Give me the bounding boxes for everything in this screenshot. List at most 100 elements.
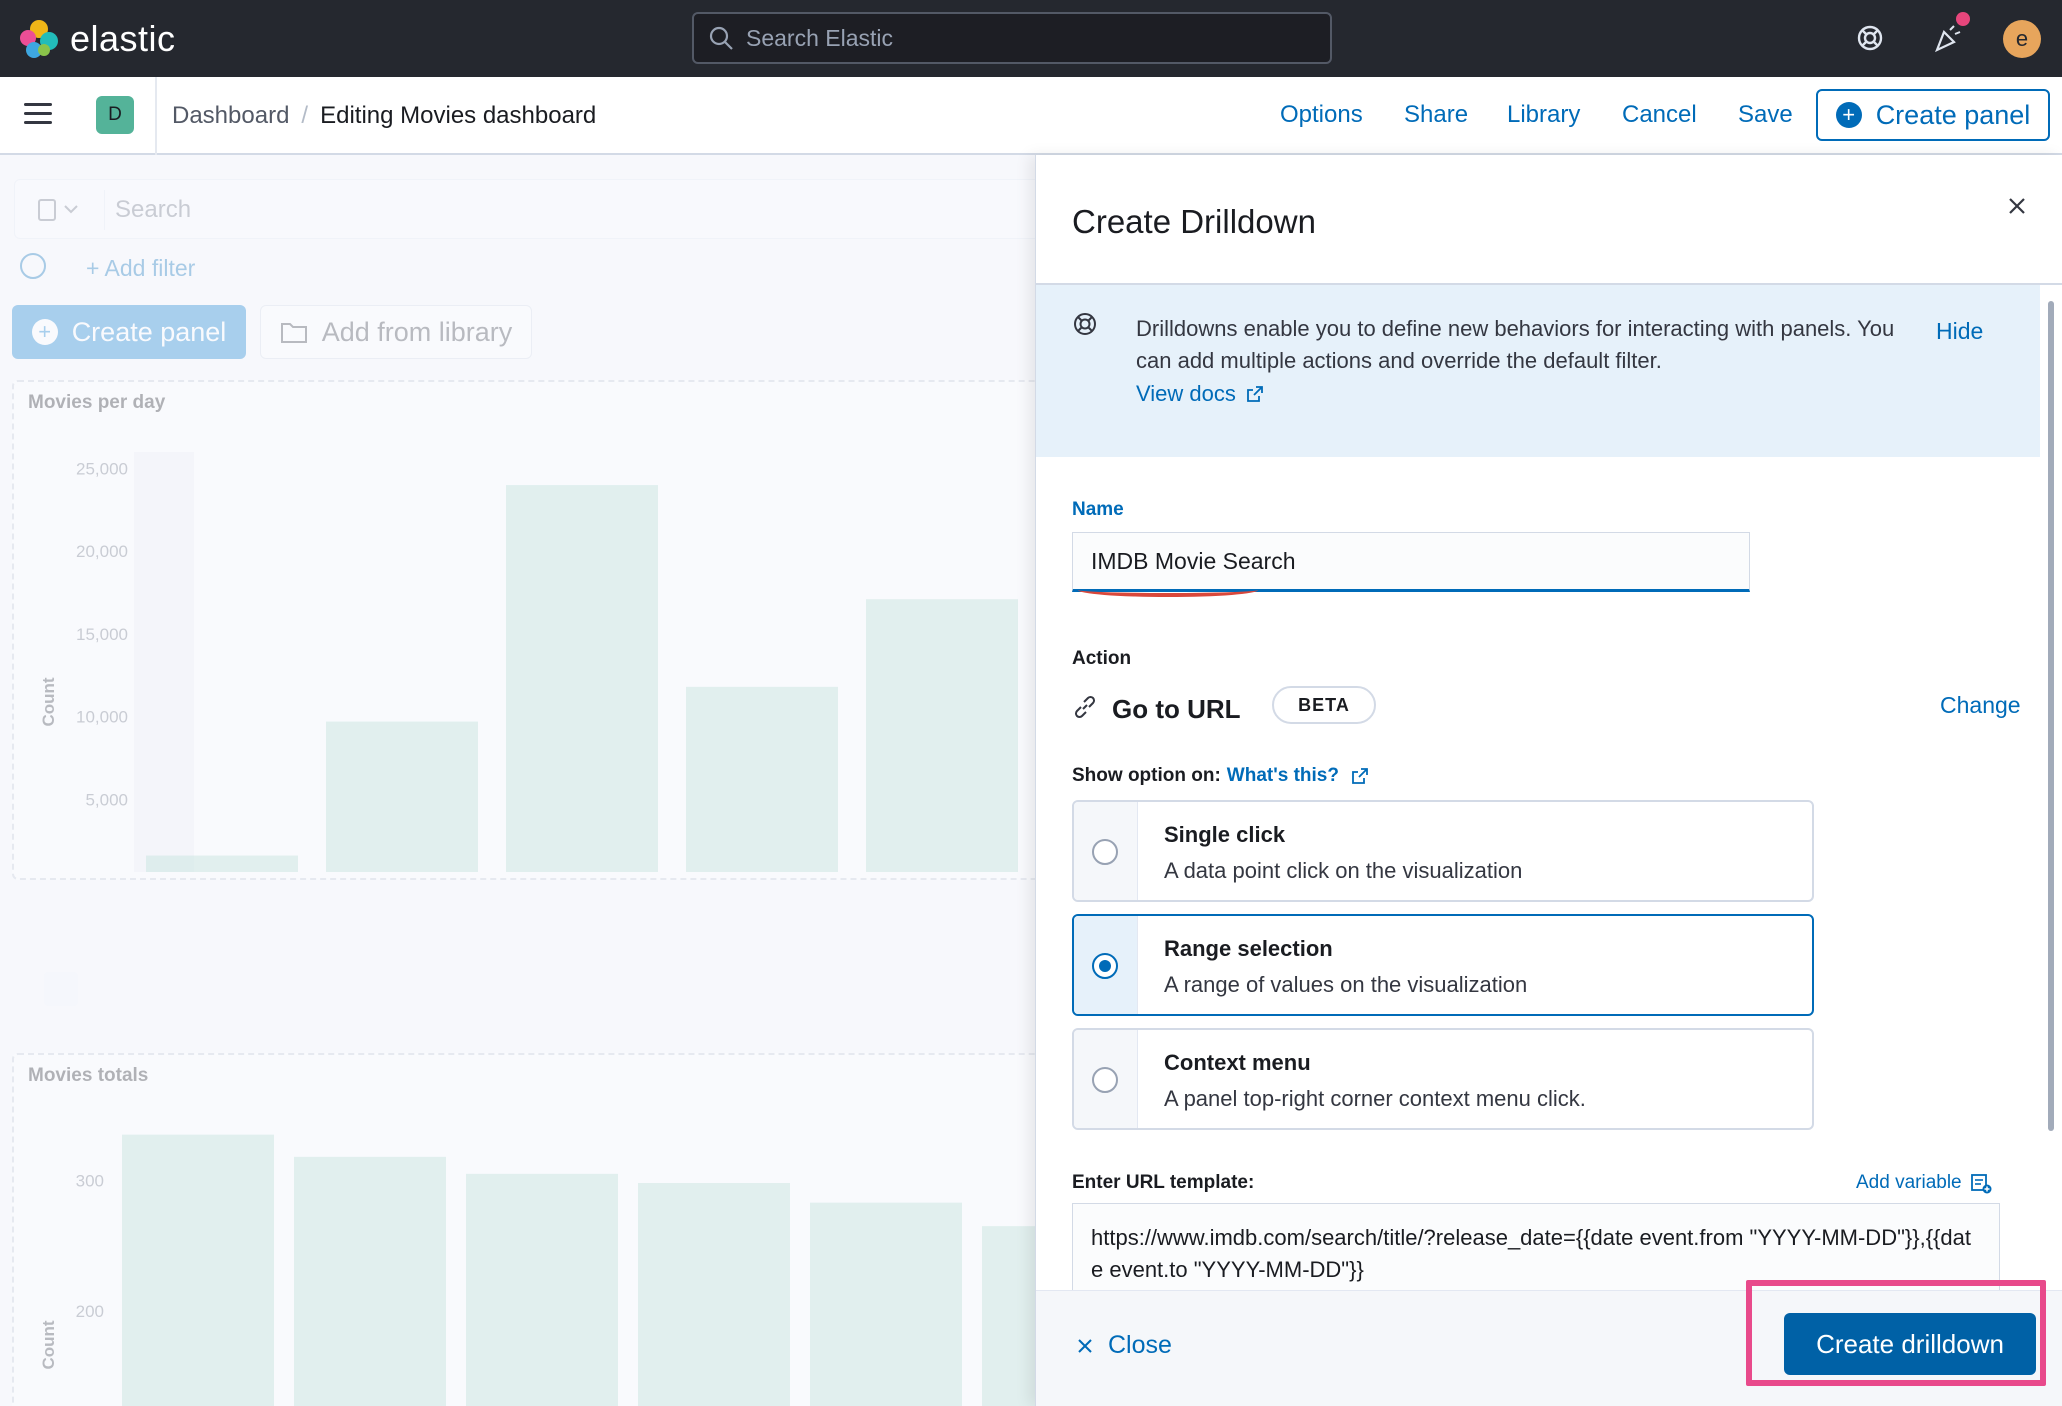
- movies-totals-chart: 300200100Count: [39, 1134, 1035, 1406]
- action-selection: Go to URL BETA Change: [1072, 680, 2021, 740]
- add-from-library-button[interactable]: Add from library: [260, 305, 532, 359]
- global-search-input[interactable]: Search Elastic: [692, 12, 1332, 64]
- create-drilldown-flyout: Create Drilldown Drilldowns enable you t…: [1035, 155, 2062, 1406]
- save-icon: [38, 199, 78, 221]
- option-title: Context menu: [1164, 1050, 1311, 1075]
- user-avatar[interactable]: e: [2003, 20, 2041, 58]
- breadcrumb-dashboard[interactable]: Dashboard: [172, 102, 290, 129]
- chart-bar: [326, 721, 478, 872]
- chart-bar: [982, 1226, 1035, 1406]
- filter-icon[interactable]: [20, 253, 46, 279]
- breadcrumb-separator: /: [301, 102, 309, 129]
- flyout-scrollbar[interactable]: [2046, 295, 2056, 1135]
- option-description: A panel top-right corner context menu cl…: [1164, 1086, 1586, 1111]
- elastic-logo-icon: [20, 20, 58, 58]
- panel-title: Movies per day: [28, 392, 166, 413]
- chart-bar: [294, 1156, 446, 1406]
- menu-toggle-icon[interactable]: [24, 103, 52, 125]
- flyout-title: Create Drilldown: [1072, 203, 1316, 240]
- callout-text: Drilldowns enable you to define new beha…: [1136, 316, 1895, 373]
- y-tick-label: 10,000: [76, 708, 128, 727]
- option-title: Single click: [1164, 822, 1286, 847]
- info-callout: Drilldowns enable you to define new beha…: [1036, 285, 2040, 457]
- annotation-highlight-box: [1746, 1280, 2046, 1386]
- options-link[interactable]: Options: [1280, 101, 1363, 128]
- plus-icon: +: [31, 319, 58, 345]
- search-icon: [709, 26, 733, 50]
- add-filter-link[interactable]: + Add filter: [86, 255, 196, 281]
- panel-movies-totals[interactable]: Movies totals 300200100Count: [12, 1053, 1035, 1406]
- save-link[interactable]: Save: [1738, 101, 1793, 128]
- radio-single-click[interactable]: [1092, 839, 1118, 865]
- brand-name: elastic: [70, 18, 176, 59]
- header-divider: [155, 77, 157, 155]
- option-description: A range of values on the visualization: [1164, 972, 1528, 997]
- chart-bar: [866, 599, 1018, 872]
- radio-column: [1074, 916, 1138, 1014]
- chart-bar: [122, 1134, 274, 1406]
- legend-toggle-icon[interactable]: [44, 972, 78, 1006]
- folder-icon: [280, 323, 307, 343]
- y-tick-label: 25,000: [76, 460, 128, 479]
- share-link[interactable]: Share: [1404, 101, 1469, 128]
- query-bar[interactable]: Search: [14, 179, 1035, 239]
- bg-create-panel-label: Create panel: [71, 316, 227, 347]
- radio-column: [1074, 802, 1138, 900]
- external-link-icon: [1246, 386, 1263, 402]
- annotation-underline: [1078, 583, 1258, 597]
- help-icon[interactable]: [1852, 20, 1888, 56]
- library-link[interactable]: Library: [1507, 101, 1581, 128]
- show-option-label: Show option on:: [1072, 765, 1221, 786]
- close-flyout-button[interactable]: Close: [1076, 1331, 1172, 1360]
- space-avatar[interactable]: D: [96, 96, 134, 134]
- cancel-link[interactable]: Cancel: [1622, 101, 1697, 128]
- newsfeed-icon[interactable]: [1930, 12, 1970, 56]
- plus-icon: +: [1835, 102, 1862, 128]
- whats-this-link[interactable]: What's this?: [1226, 765, 1339, 786]
- option-single-click[interactable]: Single click A data point click on the v…: [1072, 800, 1814, 902]
- name-label: Name: [1072, 499, 1124, 520]
- elastic-logo[interactable]: elastic: [20, 18, 176, 60]
- option-description: A data point click on the visualization: [1164, 858, 1523, 883]
- external-link-icon: [1352, 768, 1368, 784]
- panel-movies-per-day[interactable]: Movies per day 25,000 20,000 15,000 10,000 5…: [12, 380, 1035, 1006]
- add-variable-button[interactable]: Add variable: [1856, 1172, 1992, 1194]
- y-tick-label: 5,000: [85, 790, 128, 809]
- change-action-link[interactable]: Change: [1940, 692, 2021, 718]
- bg-create-panel-button[interactable]: + Create panel: [12, 305, 246, 359]
- notification-dot: [1956, 12, 1970, 26]
- add-from-library-label: Add from library: [321, 316, 513, 347]
- option-title: Range selection: [1164, 936, 1333, 961]
- view-docs-link[interactable]: View docs: [1136, 381, 1264, 407]
- y-tick-label: 20,000: [76, 542, 128, 561]
- y-axis-label: Count: [39, 677, 58, 726]
- action-name: Go to URL: [1112, 694, 1241, 724]
- query-search-placeholder: Search: [115, 196, 192, 223]
- chart-bar: [146, 855, 298, 872]
- show-option-header: Show option on: What's this?: [1072, 765, 1369, 787]
- chart-bar: [810, 1202, 962, 1406]
- close-icon: [1078, 1338, 1092, 1353]
- link-icon: [1074, 695, 1096, 719]
- option-context-menu[interactable]: Context menu A panel top-right corner co…: [1072, 1028, 1814, 1130]
- create-drilldown-button[interactable]: Create drilldown: [1784, 1313, 2036, 1375]
- radio-range-selection[interactable]: [1092, 953, 1118, 979]
- create-panel-label: Create panel: [1875, 99, 2031, 130]
- radio-context-menu[interactable]: [1092, 1067, 1118, 1093]
- drilldown-name-input[interactable]: [1072, 532, 1750, 592]
- create-panel-button[interactable]: + Create panel: [1816, 89, 2050, 141]
- hide-callout-link[interactable]: Hide: [1936, 318, 1984, 344]
- saved-query-menu[interactable]: [25, 190, 105, 230]
- option-range-selection[interactable]: Range selection A range of values on the…: [1072, 914, 1814, 1016]
- action-label: Action: [1072, 648, 1132, 669]
- global-header: elastic Search Elastic e: [0, 0, 2062, 77]
- close-icon[interactable]: [2002, 191, 2032, 221]
- y-tick-label: 300: [76, 1171, 104, 1190]
- global-search-placeholder: Search Elastic: [746, 24, 894, 51]
- add-variable-icon: [1970, 1174, 1992, 1194]
- movies-per-day-chart: 25,00020,00015,00010,0005,00001970-01-11…: [39, 452, 1018, 872]
- y-tick-label: 15,000: [76, 625, 128, 644]
- url-template-textarea[interactable]: https://www.imdb.com/search/title/?relea…: [1072, 1203, 2000, 1293]
- help-icon: [1074, 313, 1096, 335]
- scrollbar-thumb[interactable]: [2048, 301, 2054, 1131]
